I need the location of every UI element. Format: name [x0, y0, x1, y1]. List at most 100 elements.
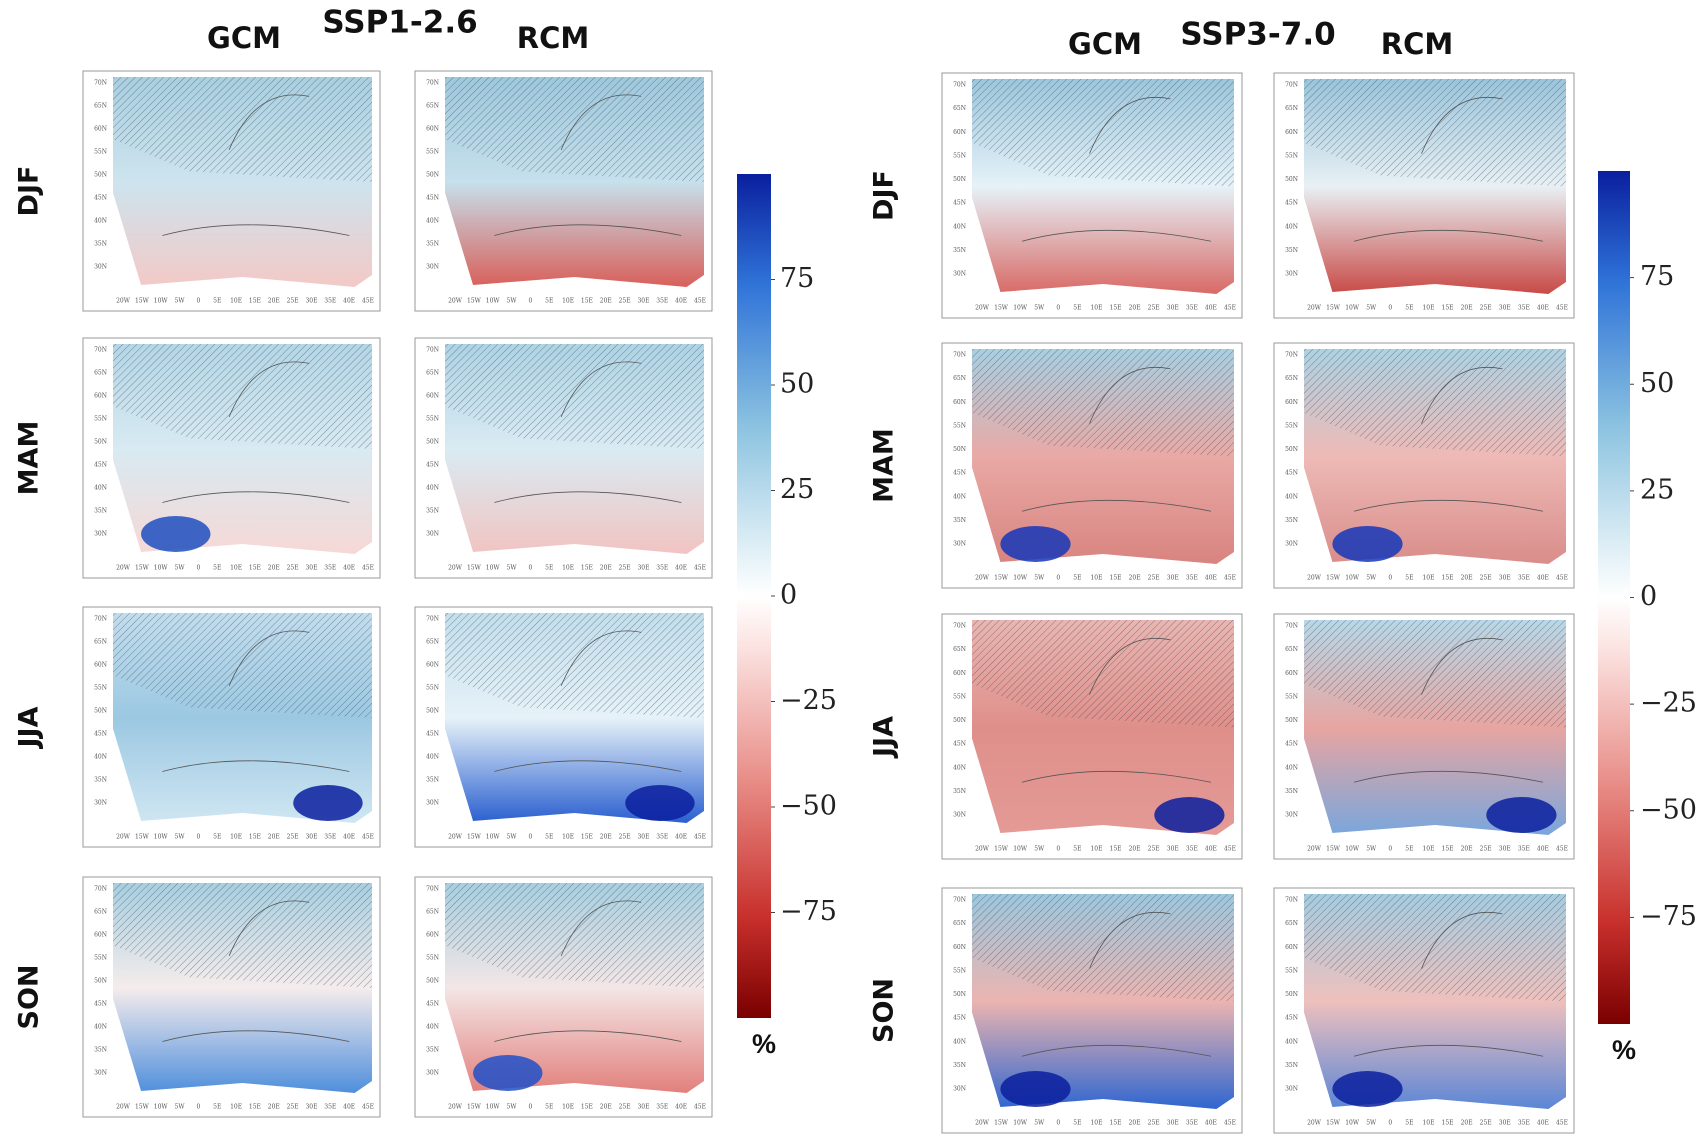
lon-tick-label: 30E [305, 834, 317, 841]
lon-tick-label: 5E [545, 565, 553, 572]
lon-tick-label: 0 [1056, 575, 1060, 582]
lon-tick-label: 5W [1366, 1120, 1377, 1127]
lat-tick-label: 70N [426, 347, 439, 354]
lon-tick-label: 45E [1224, 305, 1236, 312]
colorbar-tick-label: −50 [780, 791, 837, 822]
lon-tick-label: 20E [1461, 575, 1473, 582]
column-title: RCM [1381, 27, 1453, 61]
lon-tick-label: 40E [1205, 575, 1217, 582]
lon-tick-label: 20E [1129, 575, 1141, 582]
lon-tick-label: 10W [1013, 1120, 1028, 1127]
lon-tick-label: 35E [656, 565, 668, 572]
lon-tick-label: 10W [486, 834, 501, 841]
lon-tick-label: 10W [1013, 305, 1028, 312]
colorbar-unit: % [752, 1029, 776, 1059]
lon-tick-label: 40E [1205, 305, 1217, 312]
lon-tick-label: 15E [1110, 575, 1122, 582]
lat-tick-label: 65N [953, 646, 966, 653]
map-hatching [113, 77, 372, 182]
column-title: GCM [1068, 27, 1142, 61]
lat-tick-label: 45N [953, 200, 966, 207]
lat-tick-label: 35N [426, 241, 439, 248]
lat-tick-label: 30N [94, 800, 107, 807]
lon-tick-label: 5E [545, 1104, 553, 1111]
lat-tick-label: 65N [426, 639, 439, 646]
row-label: JJA [869, 716, 900, 759]
map-anomaly [625, 785, 695, 821]
lon-tick-label: 10W [1345, 846, 1360, 853]
lon-tick-label: 0 [1388, 846, 1392, 853]
colorbar-tick-label: −50 [1640, 794, 1697, 825]
lat-tick-label: 30N [953, 271, 966, 278]
lon-tick-label: 15W [1326, 1120, 1341, 1127]
lon-tick-label: 0 [196, 834, 200, 841]
lat-tick-label: 40N [426, 1024, 439, 1031]
lon-tick-label: 10E [1422, 846, 1434, 853]
lon-tick-label: 0 [1388, 305, 1392, 312]
lon-tick-label: 5W [1034, 575, 1045, 582]
lon-tick-label: 20E [1461, 846, 1473, 853]
lon-tick-label: 10W [486, 565, 501, 572]
lon-tick-label: 35E [1186, 846, 1198, 853]
map-anomaly [1332, 1071, 1403, 1107]
lat-tick-label: 70N [953, 82, 966, 89]
lat-tick-label: 35N [1285, 788, 1298, 795]
lon-tick-label: 35E [656, 1104, 668, 1111]
lon-tick-label: 5E [1073, 846, 1081, 853]
lat-tick-label: 60N [953, 944, 966, 951]
lat-tick-label: 70N [1285, 623, 1298, 630]
colorbar-tick-label: 0 [1640, 581, 1657, 612]
lat-tick-label: 30N [94, 1070, 107, 1077]
lon-tick-label: 25E [287, 834, 299, 841]
lat-tick-label: 50N [1285, 176, 1298, 183]
lon-tick-label: 40E [1205, 1120, 1217, 1127]
lat-tick-label: 55N [94, 685, 107, 692]
map-hatching [113, 344, 372, 449]
map-anomaly [1486, 797, 1557, 833]
lat-tick-label: 60N [1285, 129, 1298, 136]
row-label: DJF [14, 166, 45, 217]
lat-tick-label: 40N [953, 1038, 966, 1045]
lat-tick-label: 65N [1285, 105, 1298, 112]
lon-tick-label: 40E [1205, 846, 1217, 853]
lat-tick-label: 65N [1285, 920, 1298, 927]
lon-tick-label: 30E [1499, 1120, 1511, 1127]
lat-tick-label: 30N [426, 1070, 439, 1077]
lon-tick-label: 10E [562, 834, 574, 841]
lon-tick-label: 10E [1090, 1120, 1102, 1127]
lon-tick-label: 10W [1345, 1120, 1360, 1127]
lat-tick-label: 55N [426, 955, 439, 962]
lat-tick-label: 55N [1285, 422, 1298, 429]
lat-tick-label: 35N [426, 777, 439, 784]
coastline [1353, 97, 1544, 242]
lat-tick-label: 60N [94, 393, 107, 400]
column-title: GCM [207, 21, 281, 55]
lon-tick-label: 45E [1224, 1120, 1236, 1127]
lon-tick-label: 20E [1129, 1120, 1141, 1127]
lon-tick-label: 45E [362, 1104, 374, 1111]
lat-tick-label: 60N [426, 662, 439, 669]
lon-tick-label: 15W [994, 1120, 1009, 1127]
lon-tick-label: 15E [581, 1104, 593, 1111]
column-title: RCM [517, 21, 589, 55]
lon-tick-label: 15W [1326, 846, 1341, 853]
lat-tick-label: 50N [426, 439, 439, 446]
lon-tick-label: 5W [507, 565, 518, 572]
lon-tick-label: 5W [1366, 575, 1377, 582]
lon-tick-label: 45E [1556, 575, 1568, 582]
lon-tick-label: 0 [1056, 1120, 1060, 1127]
colorbar-tick-label: −75 [1640, 901, 1697, 932]
lon-tick-label: 25E [619, 834, 631, 841]
lon-tick-label: 15W [467, 298, 482, 305]
lat-tick-label: 70N [953, 352, 966, 359]
lat-tick-label: 45N [1285, 1015, 1298, 1022]
lat-tick-label: 60N [426, 393, 439, 400]
lon-tick-label: 35E [1518, 575, 1530, 582]
lat-tick-label: 35N [426, 1047, 439, 1054]
lat-tick-label: 60N [94, 932, 107, 939]
lon-tick-label: 5E [1073, 575, 1081, 582]
lat-tick-label: 45N [953, 470, 966, 477]
coastline [494, 94, 682, 236]
colorbar-tick-label: 75 [1640, 261, 1674, 292]
lon-tick-label: 10E [230, 834, 242, 841]
